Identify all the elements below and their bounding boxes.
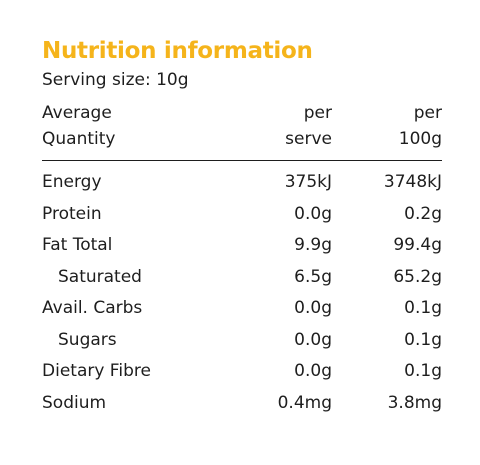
per-serve-value: 0.0g <box>294 361 332 381</box>
table-row: Energy 375kJ 3748kJ <box>42 167 442 199</box>
panel-title: Nutrition information <box>42 38 313 64</box>
per-100g-value: 3748kJ <box>383 172 442 192</box>
per-serve-value: 375kJ <box>284 172 332 192</box>
header-per-serve: per serve <box>285 103 332 149</box>
per-100g-value: 99.4g <box>393 235 442 255</box>
nutrient-name: Sodium <box>42 392 107 413</box>
header-quantity: Average Quantity <box>42 103 116 149</box>
table-row: Sodium 0.4mg 3.8mg <box>42 388 442 420</box>
nutrient-name: Energy <box>42 172 102 192</box>
serving-size: Serving size: 10g <box>42 70 189 90</box>
per-100g-value: 65.2g <box>393 266 442 287</box>
table-header: Average Quantity per serve per 100g <box>42 100 442 152</box>
table-row: Avail. Carbs 0.0g 0.1g <box>42 293 442 325</box>
per-100g-value: 0.1g <box>404 298 442 318</box>
nutrient-name: Avail. Carbs <box>42 298 143 318</box>
per-serve-value: 0.0g <box>294 329 332 350</box>
per-100g-value: 0.1g <box>404 361 442 381</box>
table-row: Dietary Fibre 0.0g 0.1g <box>42 356 442 388</box>
per-100g-value: 0.2g <box>404 203 442 224</box>
per-100g-value: 0.1g <box>404 329 442 350</box>
nutrient-name: Sugars <box>58 329 117 350</box>
nutrient-table: Energy 375kJ 3748kJ Protein 0.0g 0.2g Fa… <box>42 167 442 419</box>
nutrient-name: Saturated <box>58 266 142 287</box>
per-serve-value: 0.0g <box>294 203 332 224</box>
table-row: Sugars 0.0g 0.1g <box>42 325 442 357</box>
header-per-100g: per 100g <box>398 103 442 149</box>
per-serve-value: 0.4mg <box>277 392 332 413</box>
per-100g-value: 3.8mg <box>387 392 442 413</box>
nutrient-name: Dietary Fibre <box>42 361 151 381</box>
per-serve-value: 9.9g <box>294 235 332 255</box>
per-serve-value: 0.0g <box>294 298 332 318</box>
table-row: Protein 0.0g 0.2g <box>42 199 442 231</box>
table-row: Fat Total 9.9g 99.4g <box>42 230 442 262</box>
nutrient-name: Fat Total <box>42 235 113 255</box>
table-row: Saturated 6.5g 65.2g <box>42 262 442 294</box>
per-serve-value: 6.5g <box>294 266 332 287</box>
header-divider <box>42 160 442 161</box>
nutrient-name: Protein <box>42 203 102 224</box>
